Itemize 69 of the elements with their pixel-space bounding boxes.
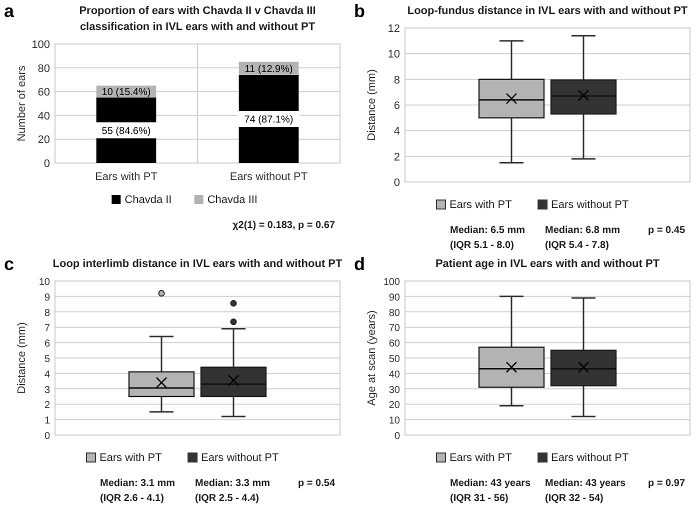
y-tick-label: 100 [32, 39, 50, 51]
y-tick-label: 0 [44, 158, 50, 170]
text: Median: 43 years (IQR 31 - 56) [450, 478, 532, 504]
y-tick-label: 10 [388, 48, 400, 61]
legend-label: Ears with PT [449, 452, 512, 464]
y-tick-label: 100 [383, 277, 400, 288]
y-tick-label: 2 [44, 400, 50, 412]
text: d [354, 254, 365, 274]
text: χ2(1) = 0.183, p = 0.67 [232, 220, 336, 231]
y-tick-label: 6 [44, 338, 50, 350]
y-tick-label: 40 [388, 369, 400, 380]
y-tick-label: 3 [44, 384, 50, 396]
y-tick-label: 8 [394, 74, 400, 86]
y-tick-label: 80 [388, 308, 400, 319]
data-label: 10 (15.4%) [102, 87, 151, 98]
legend-label: Ears without PT [551, 199, 629, 211]
text: Median: 6.8 mm (IQR 5.4 - 7.8) [545, 225, 620, 251]
text: p = 0.97 [648, 478, 686, 489]
y-tick-label: 12 [388, 23, 400, 35]
y-axis-title: Age at scan (years) [366, 310, 378, 406]
data-label: 11 (12.9%) [244, 64, 293, 75]
text: Median: 3.3 mm (IQR 2.5 - 4.4) [195, 478, 270, 504]
y-axis-title: Number of ears [16, 65, 28, 142]
y-axis-title: Distance (mm) [16, 322, 28, 394]
y-tick-label: 20 [388, 400, 400, 412]
text: c [4, 254, 14, 274]
legend-label: Ears without PT [551, 452, 629, 464]
y-tick-label: 0 [394, 431, 400, 442]
chart-title: Loop interlimb distance in IVL ears with and without PT [52, 258, 343, 270]
y-tick-label: 70 [388, 323, 400, 334]
chart-title: Loop-fundus distance in IVL ears with and without PT [407, 5, 688, 17]
text: Median: 43 years (IQR 32 - 54) [545, 478, 626, 504]
legend-label: Chavda III [207, 194, 258, 206]
chart-title: Proportion of ears with Chavda II v Chavda III classification in IVL ears with and without PT [79, 5, 316, 33]
text: a [4, 1, 15, 21]
legend-label: Ears with PT [449, 199, 512, 211]
y-tick-label: 10 [388, 416, 400, 427]
y-tick-label: 2 [394, 151, 400, 164]
text: p = 0.45 [648, 225, 686, 236]
y-tick-label: 60 [38, 86, 50, 99]
y-tick-label: 9 [44, 292, 50, 304]
y-tick-label: 1 [44, 416, 50, 427]
chart-title: Patient age in IVL ears with and without PT [435, 258, 660, 270]
y-tick-label: 0 [44, 431, 50, 442]
legend-label: Chavda II [124, 194, 172, 206]
y-tick-label: 4 [44, 369, 50, 380]
y-tick-label: 10 [38, 277, 50, 288]
text: Median: 3.1 mm (IQR 2.6 - 4.1) [100, 478, 176, 504]
text: b [354, 1, 365, 21]
y-tick-label: 40 [38, 110, 50, 122]
y-tick-label: 80 [38, 62, 50, 75]
y-tick-label: 90 [388, 292, 400, 304]
legend-label: Ears without PT [201, 452, 279, 464]
text: p = 0.54 [298, 478, 336, 489]
y-tick-label: 4 [394, 126, 400, 138]
legend-label: Ears with PT [99, 452, 162, 464]
y-tick-label: 7 [44, 323, 50, 334]
y-tick-label: 0 [394, 177, 400, 189]
y-tick-label: 5 [44, 354, 50, 365]
data-label: 74 (87.1%) [244, 114, 294, 126]
y-tick-label: 8 [44, 308, 50, 319]
y-tick-label: 6 [394, 100, 400, 112]
y-axis-title: Distance (mm) [366, 69, 378, 141]
y-tick-label: 60 [388, 338, 400, 350]
data-label: 55 (84.6%) [102, 126, 151, 137]
y-tick-label: 20 [38, 134, 50, 146]
y-tick-label: 30 [388, 384, 400, 396]
y-tick-label: 50 [388, 354, 400, 365]
text: Median: 6.5 mm (IQR 5.1 - 8.0) [450, 225, 526, 251]
